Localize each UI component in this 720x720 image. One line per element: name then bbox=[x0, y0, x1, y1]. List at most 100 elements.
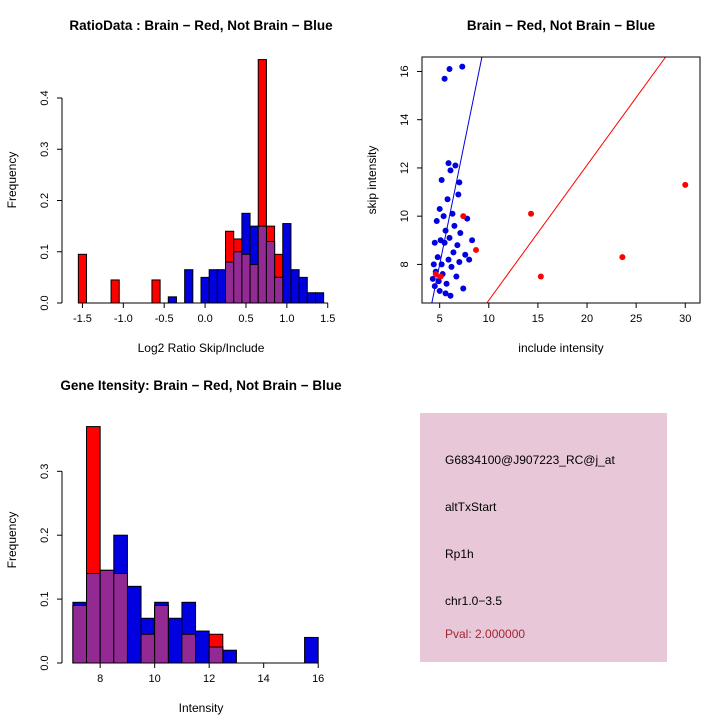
hist-bar-blue bbox=[298, 276, 308, 304]
y-tick-label: 0.2 bbox=[39, 528, 51, 543]
gene-intensity-histogram-chart: 8 10 12 14 16 0.0 0.1 0.2 0.3 Gene Itensity: Brai… bbox=[5, 378, 342, 715]
hist-bar-blue bbox=[306, 292, 316, 304]
intensity-scatter-chart: 5 10 15 20 25 30 8 10 12 14 16 Brain − Red, Not Bra… bbox=[365, 18, 701, 355]
data-point-blue bbox=[438, 261, 445, 268]
hist-bar-blue bbox=[126, 585, 142, 664]
y-tick-label: 0.0 bbox=[39, 295, 51, 310]
x-tick-label: 16 bbox=[312, 673, 324, 685]
hist-bar-overlap bbox=[257, 225, 267, 304]
data-point-blue bbox=[436, 287, 443, 294]
x-tick-label: 0.5 bbox=[238, 313, 253, 325]
hist-bar-red bbox=[77, 253, 88, 304]
data-point-blue bbox=[446, 234, 453, 241]
data-point-blue bbox=[448, 263, 455, 270]
data-point-blue bbox=[456, 259, 463, 265]
hist-bar-blue bbox=[200, 276, 210, 304]
data-point-blue bbox=[456, 179, 463, 186]
data-point-red bbox=[682, 181, 689, 188]
y-tick-label: 0.1 bbox=[39, 591, 51, 606]
data-point-blue bbox=[462, 251, 469, 258]
data-point-blue bbox=[447, 167, 454, 174]
panel-gene-intensity-histogram: 8 10 12 14 16 0.0 0.1 0.2 0.3 Gene Itensity: Brai… bbox=[0, 360, 360, 720]
ratio-histogram-chart: -1.5 -1.0 -0.5 0.0 0.5 1.0 1.5 0.0 0.1 0.2 0.3 0.4 R… bbox=[5, 18, 335, 355]
chart-title: RatioData : Brain − Red, Not Brain − Blu… bbox=[69, 18, 333, 33]
data-point-blue bbox=[442, 227, 449, 234]
x-tick-label: 8 bbox=[97, 673, 103, 685]
y-tick-label: 0.4 bbox=[39, 90, 51, 105]
hist-bar-blue bbox=[195, 630, 210, 664]
x-tick-label: -1.5 bbox=[73, 313, 92, 325]
data-point-blue bbox=[445, 256, 452, 263]
y-tick-label: 0.0 bbox=[39, 655, 51, 670]
data-point-blue bbox=[434, 254, 441, 261]
data-point-blue bbox=[452, 162, 459, 169]
data-point-blue bbox=[447, 292, 454, 299]
data-point-red bbox=[460, 213, 467, 220]
data-point-blue bbox=[460, 285, 467, 292]
x-tick-label: 20 bbox=[581, 313, 593, 325]
y-axis-title: skip intensity bbox=[365, 146, 379, 215]
hist-bar-blue bbox=[222, 649, 237, 664]
info-gene-symbol: Rp1h bbox=[445, 547, 474, 561]
x-tick-label: 25 bbox=[630, 313, 642, 325]
data-point-red bbox=[619, 254, 626, 261]
data-point-blue bbox=[453, 273, 460, 280]
hist-bar-blue bbox=[282, 223, 292, 304]
data-point-blue bbox=[454, 242, 461, 249]
x-tick-label: 0.0 bbox=[197, 313, 212, 325]
hist-bar-blue bbox=[184, 269, 194, 304]
hist-bar-overlap bbox=[140, 633, 156, 664]
y-tick-label: 12 bbox=[399, 162, 411, 174]
data-point-blue bbox=[457, 230, 464, 237]
x-tick-label: -1.0 bbox=[114, 313, 133, 325]
x-tick-label: 1.0 bbox=[279, 313, 294, 325]
gene-info-box: G6834100@J907223_RC@j_at altTxStart Rp1h… bbox=[420, 413, 667, 662]
chart-title: Brain − Red, Not Brain − Blue bbox=[467, 18, 656, 33]
data-point-blue bbox=[444, 196, 451, 203]
x-axis-title: include intensity bbox=[518, 341, 603, 355]
panel-intensity-scatter: 5 10 15 20 25 30 8 10 12 14 16 Brain − Red, Not Bra… bbox=[360, 0, 720, 360]
data-point-blue bbox=[440, 213, 447, 220]
data-point-blue bbox=[459, 63, 466, 70]
y-tick-label: 16 bbox=[399, 65, 411, 77]
data-point-blue bbox=[431, 239, 438, 246]
hist-bar-blue bbox=[314, 292, 325, 304]
fit-line-red bbox=[486, 56, 667, 304]
hist-bar-overlap bbox=[265, 241, 276, 304]
data-point-blue bbox=[443, 280, 450, 287]
hist-bar-overlap bbox=[241, 253, 251, 304]
hist-bar-overlap bbox=[208, 646, 224, 664]
hist-bar-overlap bbox=[154, 604, 169, 664]
x-tick-label: 10 bbox=[483, 313, 495, 325]
chart-title: Gene Itensity: Brain − Red, Not Brain − … bbox=[60, 378, 342, 393]
x-tick-label: 12 bbox=[203, 673, 215, 685]
data-point-red bbox=[473, 246, 480, 253]
x-tick-label: 15 bbox=[532, 313, 544, 325]
x-tick-label: 30 bbox=[679, 313, 691, 325]
x-tick-label: 5 bbox=[437, 313, 443, 325]
panel-gene-info: G6834100@J907223_RC@j_at altTxStart Rp1h… bbox=[360, 360, 720, 720]
hist-bar-overlap bbox=[72, 604, 88, 664]
data-point-blue bbox=[441, 75, 448, 82]
data-point-red bbox=[432, 271, 439, 278]
data-point-blue bbox=[441, 239, 448, 246]
hist-bar-red bbox=[110, 279, 120, 304]
data-point-red bbox=[437, 273, 444, 280]
data-point-blue bbox=[446, 66, 453, 73]
data-point-blue bbox=[455, 191, 462, 198]
data-point-blue bbox=[435, 278, 442, 285]
hist-bar-overlap bbox=[181, 633, 197, 664]
y-tick-label: 10 bbox=[399, 210, 411, 222]
hist-bar-blue bbox=[167, 617, 183, 664]
hist-bar-overlap bbox=[249, 264, 259, 304]
hist-bar-blue bbox=[304, 636, 319, 664]
x-tick-label: 1.5 bbox=[320, 313, 335, 325]
y-tick-label: 0.2 bbox=[39, 193, 51, 208]
info-event-type: altTxStart bbox=[445, 500, 497, 514]
y-tick-label: 0.3 bbox=[39, 142, 51, 157]
hist-bar-overlap bbox=[233, 251, 243, 304]
x-tick-label: 14 bbox=[258, 673, 270, 685]
data-point-red bbox=[528, 210, 535, 217]
data-point-red bbox=[537, 273, 544, 280]
